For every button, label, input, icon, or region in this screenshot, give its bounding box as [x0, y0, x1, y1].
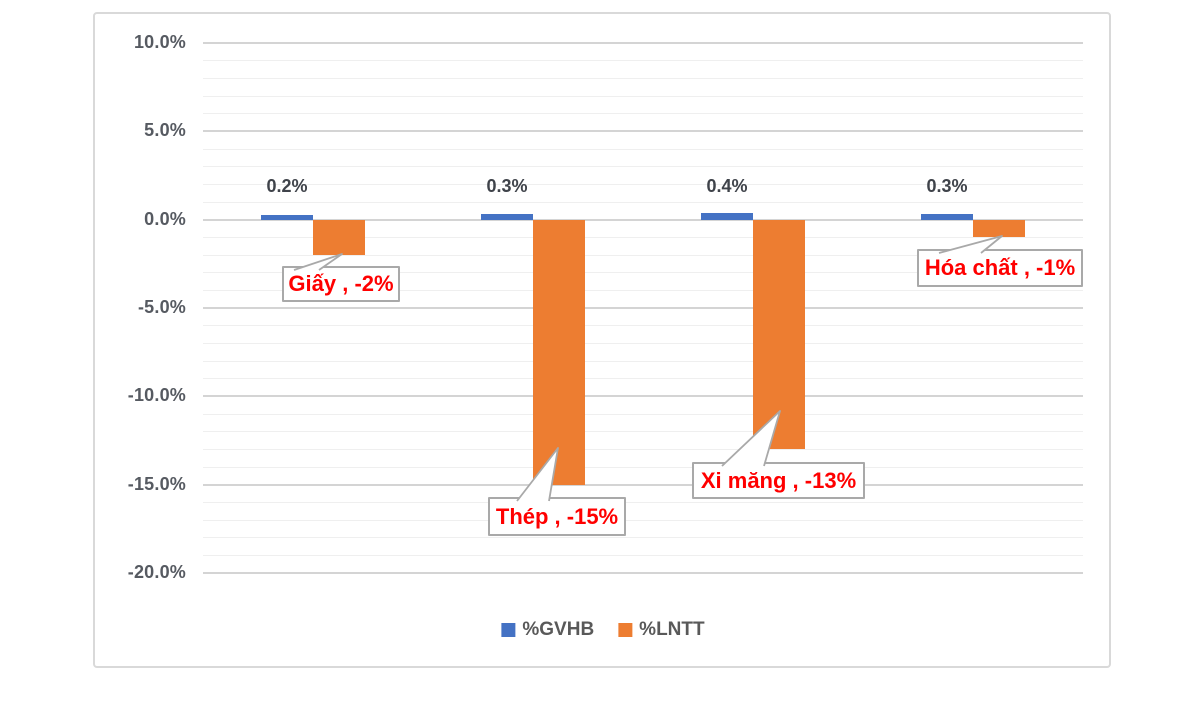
callout-thep-text: Thép , -15%: [495, 503, 619, 529]
bar-lntt-1: [533, 219, 585, 485]
callout-hoachat: Hóa chất , -1%: [917, 249, 1083, 287]
callout-giay-text: Giấy , -2%: [288, 271, 394, 296]
gridline-minor: [203, 183, 1083, 185]
gridline-minor: [203, 254, 1083, 256]
y-tick-label: 5.0%: [144, 120, 186, 141]
bar-gvhb-2: [701, 212, 753, 220]
gridline-major: [203, 572, 1083, 575]
callout-ximang: Xi măng , -13%: [692, 462, 865, 499]
bar-gvhb-1: [481, 214, 533, 220]
gridline-minor: [203, 325, 1083, 327]
legend-swatch-gvhb-icon: [501, 623, 516, 637]
callout-hoachat-text: Hóa chất , -1%: [924, 255, 1076, 280]
gridline-minor: [203, 413, 1083, 415]
legend-label-gvhb: %GVHB: [522, 619, 595, 640]
bar-lntt-2: [753, 219, 805, 450]
y-tick-label: -10.0%: [127, 385, 186, 406]
gridline-minor: [203, 342, 1083, 344]
gridline-minor: [203, 289, 1083, 291]
gridline-minor: [203, 166, 1083, 168]
gridline-minor: [203, 148, 1083, 150]
legend-entry-gvhb: %GVHB: [501, 619, 594, 641]
gridline-minor: [203, 466, 1083, 468]
gridline-minor: [203, 360, 1083, 362]
gridline-minor: [203, 378, 1083, 380]
gridline-minor: [203, 272, 1083, 274]
y-tick-label: -5.0%: [137, 297, 186, 318]
bar-gvhb-0: [261, 215, 313, 220]
gridline-minor: [203, 201, 1083, 203]
bar-gvhb-3: [921, 214, 973, 220]
gridline-minor: [203, 448, 1083, 450]
y-tick-label: -20.0%: [127, 562, 186, 583]
legend-label-lntt: %LNTT: [639, 619, 705, 640]
gridline-minor: [203, 537, 1083, 539]
gridline-major: [203, 218, 1083, 221]
gridline-minor: [203, 113, 1083, 115]
gridline-minor: [203, 554, 1083, 556]
y-tick-label: -15.0%: [127, 473, 186, 494]
gridline-minor: [203, 60, 1083, 62]
chart-frame: [93, 12, 1111, 668]
gridline-minor: [203, 431, 1083, 433]
legend: %GVHB %LNTT: [501, 619, 705, 641]
bar-lntt-0: [313, 219, 365, 256]
callout-giay: Giấy , -2%: [282, 266, 400, 302]
gridline-major: [203, 395, 1083, 398]
legend-entry-lntt: %LNTT: [618, 619, 705, 641]
gridline-minor: [203, 77, 1083, 79]
gridline-minor: [203, 236, 1083, 238]
gridline-major: [203, 307, 1083, 310]
legend-swatch-lntt-icon: [618, 623, 633, 637]
y-tick-label: 0.0%: [144, 208, 186, 229]
callout-ximang-text: Xi măng , -13%: [700, 467, 857, 493]
callout-thep: Thép , -15%: [488, 497, 626, 536]
gridline-major: [203, 42, 1083, 45]
gridline-minor: [203, 519, 1083, 521]
gridline-major: [203, 130, 1083, 133]
gridline-minor: [203, 501, 1083, 503]
y-tick-label: 10.0%: [133, 32, 186, 53]
gridline-minor: [203, 95, 1083, 97]
gridline-major: [203, 483, 1083, 486]
bar-lntt-3: [973, 219, 1025, 238]
